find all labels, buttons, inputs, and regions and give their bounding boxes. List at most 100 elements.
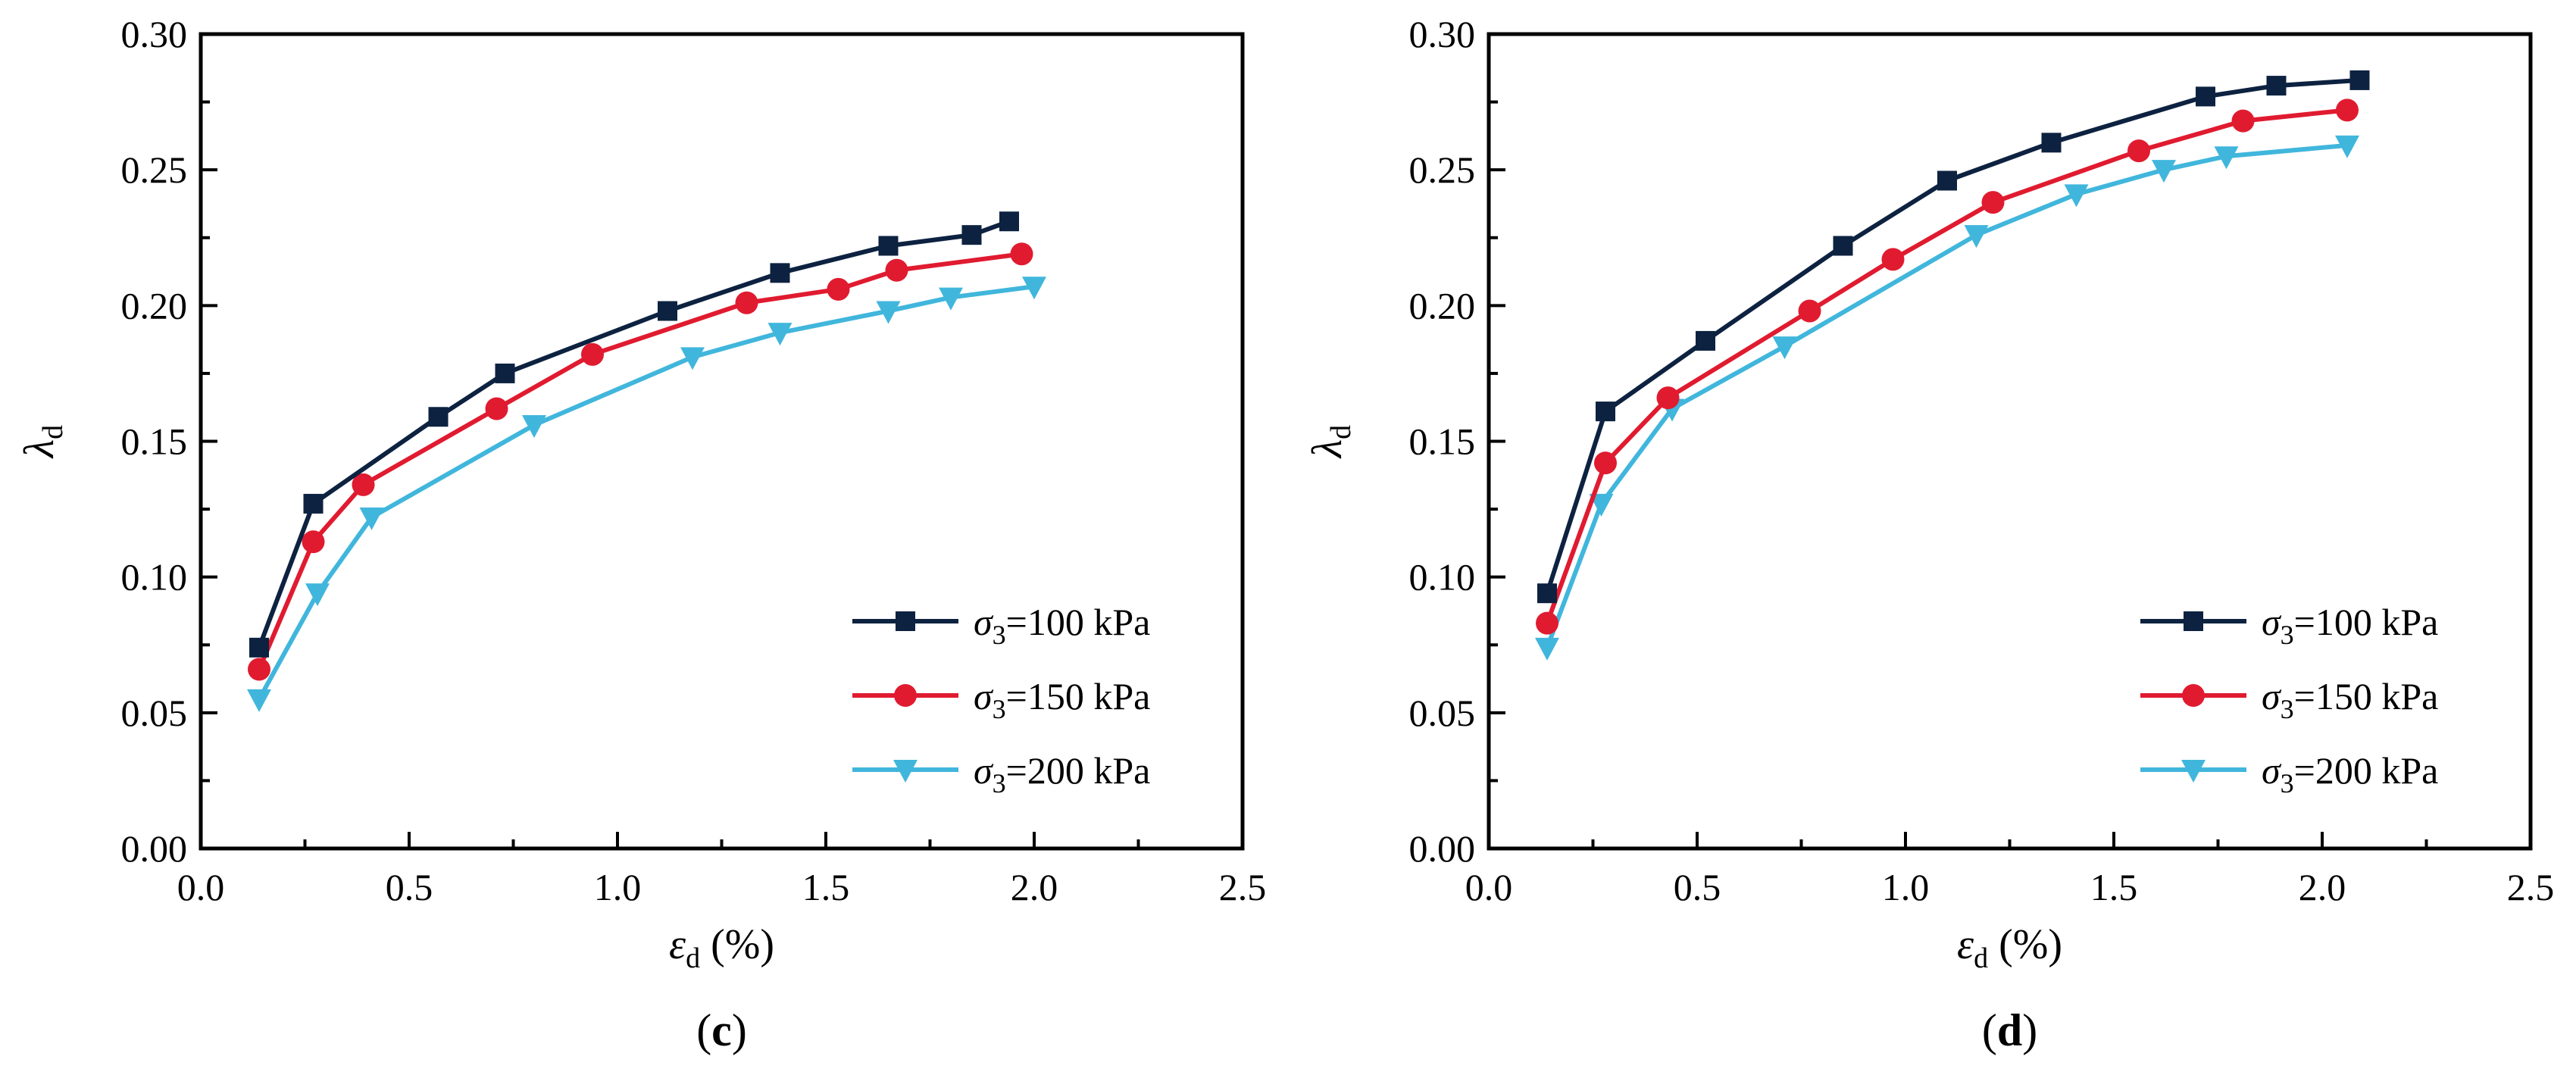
chart-d-legend-subscript: 3	[2281, 768, 2294, 798]
chart-c-panel-label-letter: c	[711, 1005, 732, 1055]
chart-c-x-tick-label: 0.5	[386, 866, 433, 908]
chart-d-legend-subscript: 3	[2281, 694, 2294, 724]
chart-c-legend-subscript: 3	[993, 620, 1006, 650]
chart-c-legend-subscript: 3	[993, 768, 1006, 798]
chart-d-series-2-point	[1981, 191, 2005, 214]
chart-d-series-1-point	[2349, 70, 2370, 90]
chart-c-x-tick-label: 2.5	[1219, 866, 1267, 908]
chart-d-x-tick-label: 0.5	[1674, 866, 1721, 908]
chart-c-series-3-point	[1022, 277, 1046, 300]
chart-c-y-tick-label: 0.15	[121, 420, 188, 463]
chart-c-series-1-point	[658, 301, 677, 321]
chart-d-y-tick-label: 0.00	[1409, 827, 1476, 870]
chart-d-legend-value: =100 kPa	[2294, 601, 2439, 643]
chart-d-x-tick-label: 1.0	[1882, 866, 1930, 908]
chart-c-y-tick-label: 0.05	[121, 692, 188, 734]
chart-d-series-1-point	[2041, 133, 2062, 153]
chart-d-panel-label-letter: d	[1997, 1005, 2022, 1055]
chart-d-legend-label-1: σ3=100 kPa	[2262, 601, 2438, 650]
chart-d-y-axis-symbol: λ	[1304, 439, 1351, 459]
chart-c-x-tick-label: 0.0	[177, 866, 225, 908]
chart-c-series-3-point	[247, 689, 271, 712]
chart-c-series-2-point	[485, 397, 508, 420]
chart-c-series-1-point	[999, 211, 1019, 232]
chart-c-plot-frame	[199, 32, 1245, 851]
chart-d-series-1-point	[1537, 583, 1557, 604]
chart-c-y-tick-label: 0.30	[121, 13, 188, 55]
chart-c-legend-marker-3	[893, 760, 918, 783]
chart-c-legend-marker-2	[894, 684, 917, 707]
chart-d-series-1-point	[1833, 236, 1853, 256]
chart-c-legend-subscript: 3	[993, 694, 1006, 724]
chart-c-series-1	[249, 211, 1019, 658]
chart-c-x-axis-symbol: ε	[669, 921, 686, 968]
chart-d-series-2-point	[2231, 109, 2255, 133]
chart-c-series-3-point	[767, 323, 792, 346]
chart-c-panel-label-open: (	[696, 1005, 711, 1055]
chart-c-panel-label: (c)	[696, 1005, 747, 1055]
chart-c-legend-value: =200 kPa	[1006, 749, 1151, 792]
chart-d-legend-label-2: σ3=150 kPa	[2262, 675, 2438, 724]
chart-c-legend-value: =100 kPa	[1006, 601, 1151, 643]
chart-d-series-1-point	[1596, 402, 1615, 422]
chart-d-legend-label-3: σ3=200 kPa	[2262, 749, 2438, 798]
chart-c-y-tick-label: 0.10	[121, 556, 188, 598]
chart-c-series-1-point	[961, 225, 982, 245]
chart-d-y-axis-label: λd	[1304, 425, 1357, 459]
chart-d-legend-value: =150 kPa	[2294, 675, 2439, 717]
chart-c-x-axis-unit: (%)	[700, 921, 774, 968]
chart-d-x-tick-label: 2.0	[2299, 866, 2346, 908]
chart-d-series-3-point	[1535, 637, 1559, 661]
chart-d-x-tick-label: 1.5	[2090, 866, 2138, 908]
chart-d-series-3	[1535, 135, 2359, 661]
chart-d-series-3-point	[2214, 146, 2239, 170]
chart-d-series-2	[1536, 98, 2359, 635]
chart-c-panel-label-close: )	[732, 1005, 747, 1055]
chart-d-y-tick-label: 0.30	[1409, 13, 1476, 55]
chart-c-series-2-point	[302, 530, 325, 554]
chart-d-series-1-point	[1937, 170, 1957, 191]
chart-d-x-tick-label: 2.5	[2507, 866, 2555, 908]
chart-c-series-3-point	[939, 287, 963, 311]
chart-d-series-2-point	[1881, 248, 1905, 271]
chart-c-x-tick-label: 2.0	[1011, 866, 1058, 908]
chart-d-legend-sigma: σ	[2262, 601, 2282, 643]
chart-c-x-axis-subscript: d	[686, 942, 700, 974]
chart-c-series-2-point	[248, 658, 270, 681]
chart-d-series-2-point	[1536, 611, 1558, 635]
chart-c-series-3-line	[257, 284, 1035, 701]
chart-c-series-3-point	[680, 347, 705, 370]
chart-c-series-3	[247, 277, 1046, 712]
chart-d-legend-marker-2	[2182, 684, 2205, 707]
chart-d-x-axis-unit: (%)	[1988, 921, 2062, 968]
chart-d-series-2-point	[1656, 386, 1680, 410]
chart-c-legend-sigma: σ	[974, 601, 994, 643]
chart-c-series-3-point	[359, 507, 384, 530]
chart-d-y-tick-label: 0.25	[1409, 148, 1476, 191]
chart-d-y-axis-subscript: d	[1325, 425, 1357, 439]
chart-c-series-2	[248, 242, 1033, 681]
chart-c-legend-label-3: σ3=200 kPa	[974, 749, 1150, 798]
chart-c-legend-label-2: σ3=150 kPa	[974, 675, 1150, 724]
chart-d-x-axis-symbol: ε	[1957, 921, 1974, 968]
chart-c-series-2-point	[885, 258, 908, 282]
chart-d-series-1-point	[2196, 86, 2215, 107]
chart-d-y-tick-label: 0.15	[1409, 420, 1476, 463]
chart-d-panel-label-close: )	[2022, 1005, 2037, 1055]
chart-c-y-axis-label: λd	[16, 425, 69, 459]
chart-c-series-1-point	[878, 236, 899, 256]
chart-c-legend-value: =150 kPa	[1006, 675, 1151, 717]
chart-c-series-3-point	[522, 415, 546, 438]
chart-c-y-tick-label: 0.25	[121, 148, 188, 191]
chart-d-legend-value: =200 kPa	[2294, 749, 2439, 792]
chart-c-series-1-point	[249, 637, 269, 658]
chart-d-legend-marker-1	[2184, 611, 2203, 631]
chart-d-legend-subscript: 3	[2281, 620, 2294, 650]
chart-c-y-axis-symbol: λ	[16, 439, 63, 459]
chart-c-series-3-point	[876, 301, 901, 324]
chart-d-x-axis-label: εd (%)	[1957, 921, 2062, 974]
chart-d-legend-sigma: σ	[2262, 675, 2282, 717]
chart-d-legend-sigma: σ	[2262, 749, 2282, 792]
chart-d-series-3-point	[1964, 225, 1989, 248]
chart-c-svg: 0.0 0.5 1.0 1.5 2.0 2.5 0.00 0.05 0.10 0.15 0.20 0.…	[16, 13, 1267, 1055]
